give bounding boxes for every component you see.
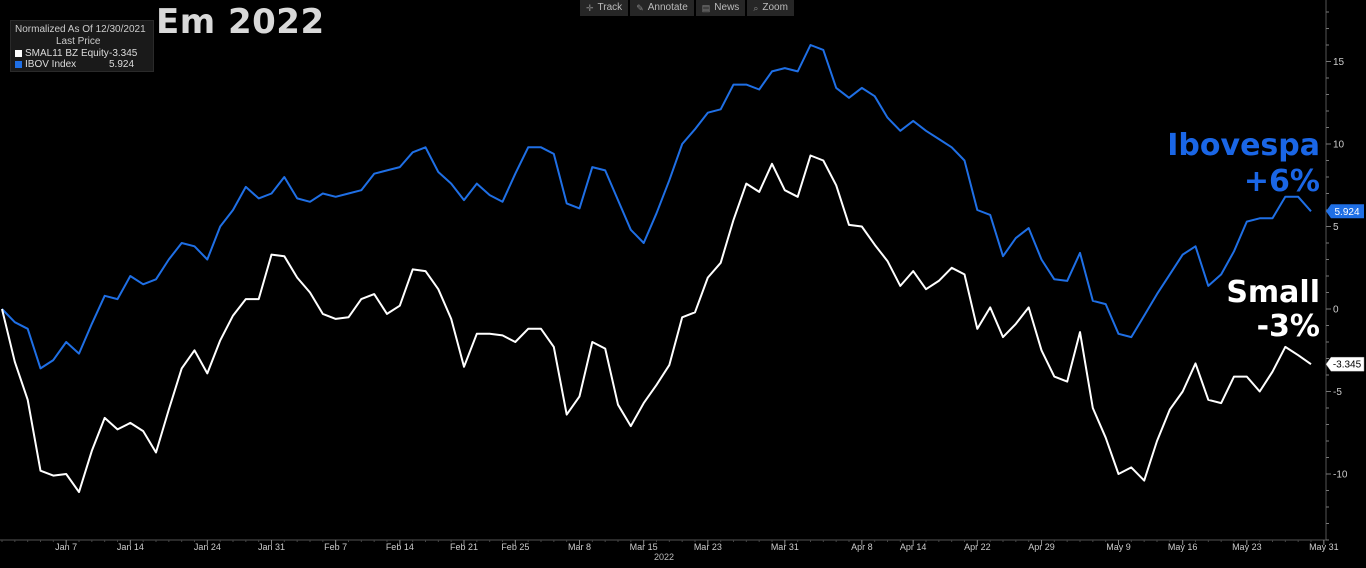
small-annotation-change: -3%	[1256, 309, 1320, 344]
legend-item-name: SMAL11 BZ Equity	[25, 47, 109, 59]
x-tick-label: May 9	[1106, 542, 1131, 552]
last-value-tag-1: -3.345	[1325, 356, 1365, 372]
x-tick-label: Jan 7	[55, 542, 77, 552]
legend-item-ibov[interactable]: IBOV Index 5.924	[11, 59, 153, 70]
ibovespa-annotation-change: +6%	[1243, 164, 1320, 199]
x-tick-label: Feb 25	[501, 542, 529, 552]
last-value-tags: 5.924 -3.345	[1325, 204, 1365, 372]
legend-item-value: 5.924	[109, 58, 135, 70]
y-tick-label: -5	[1333, 387, 1342, 398]
crosshair-icon: ✛	[586, 3, 594, 13]
x-tick-label: Feb 14	[386, 542, 414, 552]
x-tick-label: Mar 15	[630, 542, 658, 552]
last-value-tag-bg	[1326, 204, 1364, 219]
x-tick-label: Jan 31	[258, 542, 285, 552]
annotate-label: Annotate	[647, 2, 688, 13]
x-tick-label: Jan 24	[194, 542, 221, 552]
legend-swatch-blue	[15, 61, 22, 68]
news-label: News	[714, 2, 740, 13]
x-axis-label: 2022	[654, 552, 674, 562]
zoom-label: Zoom	[762, 2, 788, 13]
series-line-ibov-index	[1, 44, 1312, 370]
x-tick-label: May 16	[1168, 542, 1198, 552]
legend[interactable]: Normalized As Of 12/30/2021 Last Price S…	[10, 20, 154, 72]
track-button[interactable]: ✛ Track	[580, 0, 629, 16]
small-annotation: Small -3%	[1150, 276, 1320, 344]
small-annotation-name: Small	[1226, 275, 1320, 310]
pencil-icon: ✎	[636, 3, 644, 13]
legend-subheader: Last Price	[56, 36, 101, 47]
x-axis: Jan 7 Jan 14 Jan 24 Jan 31 Feb 7 Feb 14 Feb 21…	[0, 539, 1339, 552]
x-tick-label: Mar 8	[568, 542, 591, 552]
x-tick-label: Apr 29	[1028, 542, 1055, 552]
last-value-tag-bg	[1325, 356, 1365, 372]
y-tick-label: 15	[1333, 57, 1345, 68]
y-axis: -10 -5 0 5 10 15	[1325, 0, 1348, 541]
x-tick-label: Apr 22	[964, 542, 991, 552]
annotate-button[interactable]: ✎ Annotate	[630, 0, 694, 16]
chart-toolbar: ✛ Track ✎ Annotate ▤ News ⌕ Zoom	[580, 0, 794, 16]
x-tick-label: Apr 8	[851, 542, 873, 552]
y-tick-label: 10	[1333, 140, 1345, 151]
x-tick-label: May 23	[1232, 542, 1262, 552]
x-tick-label: Mar 23	[694, 542, 722, 552]
y-tick-label: -10	[1333, 470, 1348, 481]
zoom-button[interactable]: ⌕ Zoom	[747, 0, 794, 16]
y-tick-label: 5	[1333, 222, 1339, 233]
ibovespa-annotation-name: Ibovespa	[1167, 128, 1320, 163]
legend-swatch-white	[15, 50, 22, 57]
magnifier-icon: ⌕	[753, 3, 759, 13]
news-icon: ▤	[701, 3, 711, 13]
legend-item-smal11[interactable]: SMAL11 BZ Equity -3.345	[11, 48, 153, 59]
last-value-tag-0: 5.924	[1326, 204, 1364, 219]
x-tick-label: Feb 21	[450, 542, 478, 552]
legend-item-value: -3.345	[109, 47, 138, 59]
last-value-tag-label: -3.345	[1333, 360, 1362, 371]
x-tick-label: Jan 14	[117, 542, 144, 552]
x-tick-label: Feb 7	[324, 542, 347, 552]
series-layer	[1, 44, 1312, 494]
ibovespa-annotation: Ibovespa +6%	[1140, 128, 1320, 200]
chart-title: Em 2022	[156, 2, 325, 42]
news-button[interactable]: ▤ News	[695, 0, 746, 16]
y-tick-label: 0	[1333, 305, 1339, 316]
last-value-tag-label: 5.924	[1334, 207, 1359, 218]
x-tick-label: Mar 31	[771, 542, 799, 552]
x-tick-label: Apr 14	[900, 542, 927, 552]
legend-item-name: IBOV Index	[25, 58, 77, 70]
track-label: Track	[597, 2, 623, 13]
legend-header: Normalized As Of 12/30/2021	[15, 24, 146, 35]
series-line-smal11-bz-equity	[1, 154, 1312, 494]
x-tick-label: May 31	[1309, 542, 1339, 552]
